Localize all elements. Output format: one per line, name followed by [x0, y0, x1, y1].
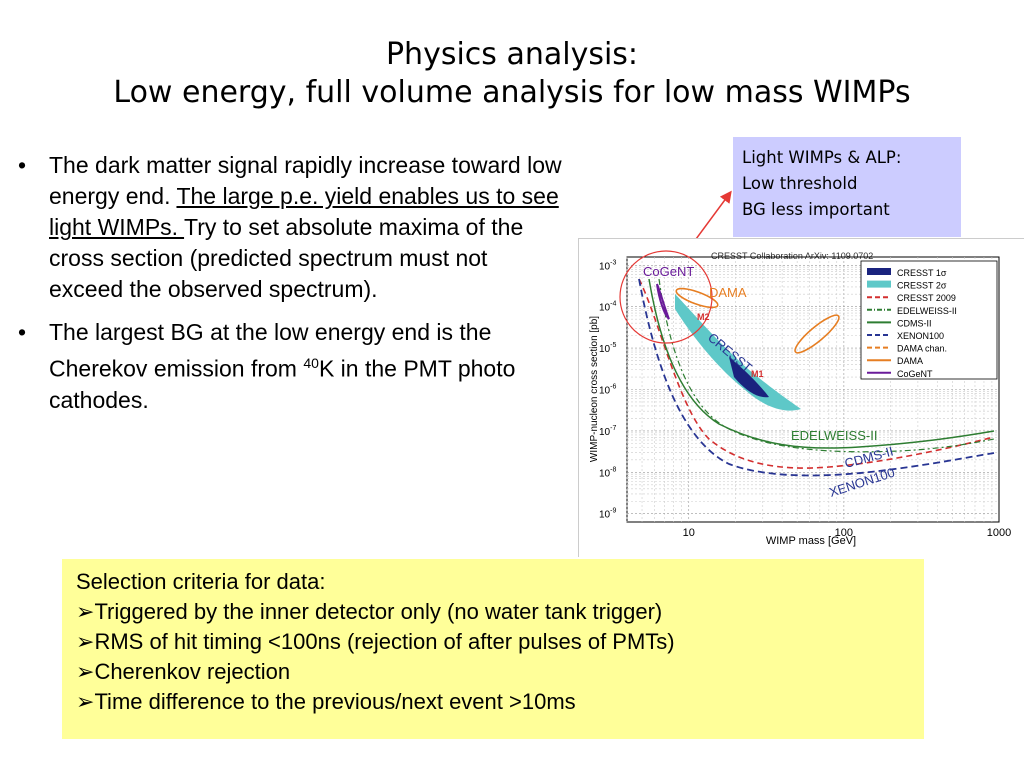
bullet-1-text-after: Try to set absolute maxima of the cross … [49, 214, 524, 302]
x-tick-label: 100 [835, 527, 853, 539]
legend-label: CRESST 1σ [897, 268, 947, 278]
selection-item-text: RMS of hit timing <100ns (rejection of a… [94, 629, 675, 654]
selection-item-1: ➢Triggered by the inner detector only (n… [76, 597, 924, 627]
selection-criteria-box: Selection criteria for data: ➢Triggered … [62, 559, 924, 739]
m2-label: M2 [697, 312, 710, 322]
y-tick-labels: 10-3 10-4 10-5 10-6 10-7 10-8 10-9 [599, 259, 616, 520]
callout-line-1: Light WIMPs & ALP: [742, 148, 902, 167]
legend-label: CRESST 2σ [897, 281, 947, 291]
x-tick-label: 1000 [987, 527, 1011, 539]
legend-label: EDELWEISS-II [897, 306, 957, 316]
title-line-2: Low energy, full volume analysis for low… [113, 75, 911, 110]
selection-heading: Selection criteria for data: [76, 569, 326, 594]
low-mass-highlight-circle [619, 250, 713, 344]
y-tick-label: 10-6 [599, 384, 616, 397]
y-tick-label: 10-7 [599, 425, 616, 438]
cogent-label: CoGeNT [643, 264, 694, 279]
y-tick-label: 10-3 [599, 259, 616, 272]
bullet-list: • The dark matter signal rapidly increas… [18, 150, 563, 428]
callout-box: Light WIMPs & ALP: Low threshold BG less… [733, 137, 961, 237]
legend-swatch [867, 268, 891, 275]
edelweiss-curve [658, 278, 995, 453]
selection-item-4: ➢Time difference to the previous/next ev… [76, 687, 924, 717]
legend-label: CRESST 2009 [897, 293, 956, 303]
exclusion-plot: CRESST Collaboration ArXiv: 1109.0702 10… [578, 238, 1024, 557]
bullet-1-text-before: The dark matter signal rapidly increase … [49, 152, 562, 209]
bullet-item-1: • The dark matter signal rapidly increas… [18, 150, 563, 305]
y-tick-label: 10-8 [599, 466, 616, 479]
slide-title: Physics analysis: Low energy, full volum… [0, 36, 1024, 112]
bullet-2-text-after: K in the PMT photo cathodes. [49, 355, 516, 413]
cogent-region [656, 283, 670, 320]
dama-label: DAMA [709, 285, 747, 300]
x-axis-label: WIMP mass [GeV] [766, 535, 856, 547]
bullet-2-text-before: The largest BG at the low energy end is … [49, 319, 492, 382]
xenon-label: XENON100 [827, 465, 896, 500]
selection-marker: ➢ [76, 629, 95, 654]
selection-marker: ➢ [76, 659, 95, 684]
bullet-2-superscript: 40 [303, 355, 319, 371]
cdms-curve [648, 278, 995, 449]
dama-chan-region [794, 314, 840, 354]
xenon-curve [638, 278, 995, 477]
x-tick-labels: 10 100 1000 [683, 527, 1012, 539]
y-tick-label: 10-4 [599, 301, 616, 314]
selection-item-3: ➢Cherenkov rejection [76, 657, 924, 687]
m1-label: M1 [751, 369, 764, 379]
selection-item-text: Triggered by the inner detector only (no… [94, 599, 663, 624]
legend-label: CoGeNT [897, 369, 933, 379]
legend-label: CDMS-II [897, 318, 932, 328]
legend-swatch [867, 280, 891, 288]
legend-entries: CRESST 1σ CRESST 2σ CRESST 2009 EDELWEISS-I… [867, 268, 957, 379]
callout-line-3: BG less important [742, 200, 890, 219]
selection-item-text: Cherenkov rejection [94, 659, 291, 684]
selection-marker: ➢ [76, 599, 95, 624]
bullet-dot: • [18, 319, 27, 345]
cresst-2009-curve [638, 278, 995, 469]
selection-marker: ➢ [76, 689, 95, 714]
legend-label: XENON100 [897, 331, 944, 341]
title-line-1: Physics analysis: [385, 37, 639, 72]
bullet-1-underlined: The large p.e. yield enables us to see l… [49, 183, 559, 240]
y-tick-label: 10-9 [599, 508, 616, 521]
edelweiss-label: EDELWEISS-II [791, 428, 877, 443]
legend-label: DAMA chan. [897, 344, 947, 354]
callout-line-2: Low threshold [742, 174, 858, 193]
cresst-1sigma-region [729, 357, 769, 398]
bullet-item-2: • The largest BG at the low energy end i… [18, 317, 563, 416]
dama-region [675, 287, 719, 309]
legend-label: DAMA [897, 356, 923, 366]
exclusion-plot-svg: CRESST Collaboration ArXiv: 1109.0702 10… [589, 250, 1012, 547]
y-axis-label: WIMP-nucleon cross section [pb] [589, 316, 600, 462]
x-tick-label: 10 [683, 527, 695, 539]
plot-header: CRESST Collaboration ArXiv: 1109.0702 [711, 251, 873, 261]
bullet-dot: • [18, 152, 27, 178]
selection-item-text: Time difference to the previous/next eve… [94, 689, 576, 714]
y-tick-label: 10-5 [599, 342, 616, 355]
selection-item-2: ➢RMS of hit timing <100ns (rejection of … [76, 627, 924, 657]
